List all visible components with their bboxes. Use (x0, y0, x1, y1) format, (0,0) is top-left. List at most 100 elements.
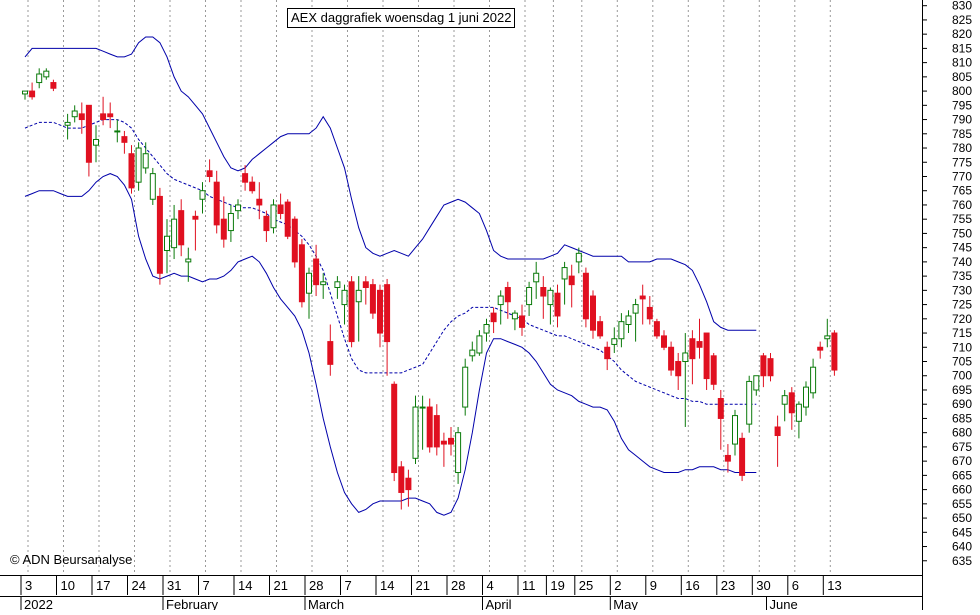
candle-body (710, 355, 717, 385)
candle-body (362, 281, 369, 289)
candle-body (213, 181, 220, 226)
candle-down (788, 387, 795, 430)
candle-up (114, 119, 121, 143)
candle-body (788, 392, 795, 414)
x-tick-label: 14 (238, 578, 252, 593)
candle-body (824, 335, 831, 340)
candle-body (199, 190, 206, 200)
candle-body (739, 437, 746, 476)
chart-title: AEX daggrafiek woensdag 1 juni 2022 (287, 8, 516, 28)
candle-body (412, 406, 419, 459)
candle-up (142, 142, 149, 174)
upper-band-line (24, 36, 757, 331)
x-tick-label: 16 (685, 578, 699, 593)
y-tick-label: 755 (952, 212, 972, 226)
candle-body (263, 215, 270, 232)
y-tick-label: 650 (952, 511, 972, 525)
candle-body (547, 289, 554, 306)
candle-body (298, 244, 305, 303)
candle-up (469, 341, 476, 362)
candle-up (320, 273, 327, 299)
candle-down (256, 182, 263, 220)
candle-down (327, 324, 334, 376)
watermark-text: © ADN Beursanalyse (10, 552, 133, 567)
candle-body (717, 398, 724, 419)
candle-body (781, 395, 788, 405)
y-tick-label: 760 (952, 198, 972, 212)
candle-body (504, 287, 511, 303)
middle-band-line (24, 119, 757, 405)
candle-down (774, 415, 781, 467)
candle-down (689, 330, 696, 385)
candle-up (561, 261, 568, 305)
candle-body (377, 289, 383, 334)
y-tick-label: 790 (952, 113, 972, 127)
candle-body (639, 295, 646, 300)
candle-up (547, 287, 554, 325)
candle-body (831, 332, 838, 371)
candle-body (405, 477, 412, 491)
y-tick-label: 740 (952, 255, 972, 269)
candle-body (604, 346, 611, 360)
candle-up (795, 401, 802, 439)
candle-body (78, 113, 85, 121)
candle-body (249, 181, 256, 192)
candle-down (50, 79, 57, 92)
candle-down (604, 341, 611, 371)
candle-down (675, 352, 682, 390)
candle-down (284, 199, 291, 240)
candle-body (795, 403, 802, 422)
candle-down (107, 102, 114, 129)
candle-up (419, 395, 426, 450)
candle-down (263, 210, 270, 242)
candle-body (341, 289, 348, 306)
y-tick-label: 765 (952, 184, 972, 198)
candle-body (696, 341, 703, 348)
candle-body (93, 138, 99, 146)
candle-body (597, 321, 604, 337)
candle-body (185, 258, 192, 263)
candle-body (348, 281, 355, 343)
candle-up (334, 276, 341, 299)
candle-body (206, 170, 213, 177)
candle-down (377, 284, 383, 348)
y-tick-label: 825 (952, 13, 972, 27)
candle-down (298, 239, 305, 308)
y-tick-label: 680 (952, 426, 972, 440)
y-tick-label: 720 (952, 312, 972, 326)
candle-body (653, 321, 660, 337)
candle-down (739, 432, 746, 482)
x-tick-label: 2 (614, 578, 621, 593)
candle-body (533, 272, 540, 283)
candle-body (675, 361, 682, 377)
candle-body (192, 215, 199, 220)
candle-body (753, 375, 760, 391)
y-tick-label: 700 (952, 369, 972, 383)
candle-body (469, 349, 476, 357)
y-tick-label: 805 (952, 70, 972, 84)
candle-down (703, 332, 710, 390)
x-tick-label: 4 (487, 578, 494, 593)
month-label: June (770, 597, 798, 610)
candle-body (227, 212, 234, 232)
candle-body (270, 204, 277, 229)
date-axis: 3 10 17 24 31 7 14 21 28 7 14 21 28 4 11 19 25 2 9 16 23 30 6 1… (20, 575, 842, 612)
x-tick-label: 7 (203, 578, 210, 593)
candle-down (448, 426, 454, 456)
candle-down (291, 216, 298, 268)
candle-up (803, 381, 809, 416)
candle-body (724, 454, 731, 462)
candle-body (121, 136, 128, 143)
x-tick-label: 30 (756, 578, 770, 593)
month-label: May (613, 597, 638, 610)
x-tick-label: 28 (451, 578, 465, 593)
bollinger-bands (24, 36, 757, 516)
candle-body (611, 338, 618, 345)
candle-down (817, 341, 824, 359)
x-tick-label: 21 (274, 578, 288, 593)
candle-body (575, 252, 582, 263)
candle-body (590, 295, 596, 331)
candlesticks (22, 68, 838, 510)
candle-body (277, 204, 284, 214)
candle-up (164, 219, 170, 274)
